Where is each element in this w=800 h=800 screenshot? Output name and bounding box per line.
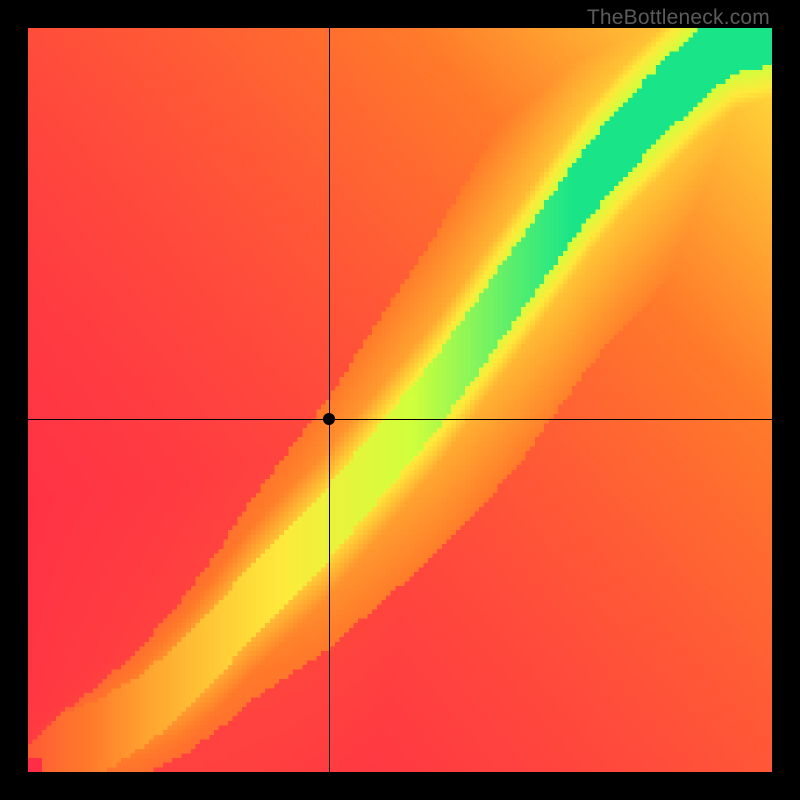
heatmap-canvas	[28, 28, 772, 772]
crosshair-vertical	[329, 28, 330, 772]
crosshair-horizontal	[28, 419, 772, 420]
heatmap-frame	[28, 28, 772, 772]
watermark-text: TheBottleneck.com	[587, 6, 770, 30]
operating-point-marker	[323, 413, 335, 425]
